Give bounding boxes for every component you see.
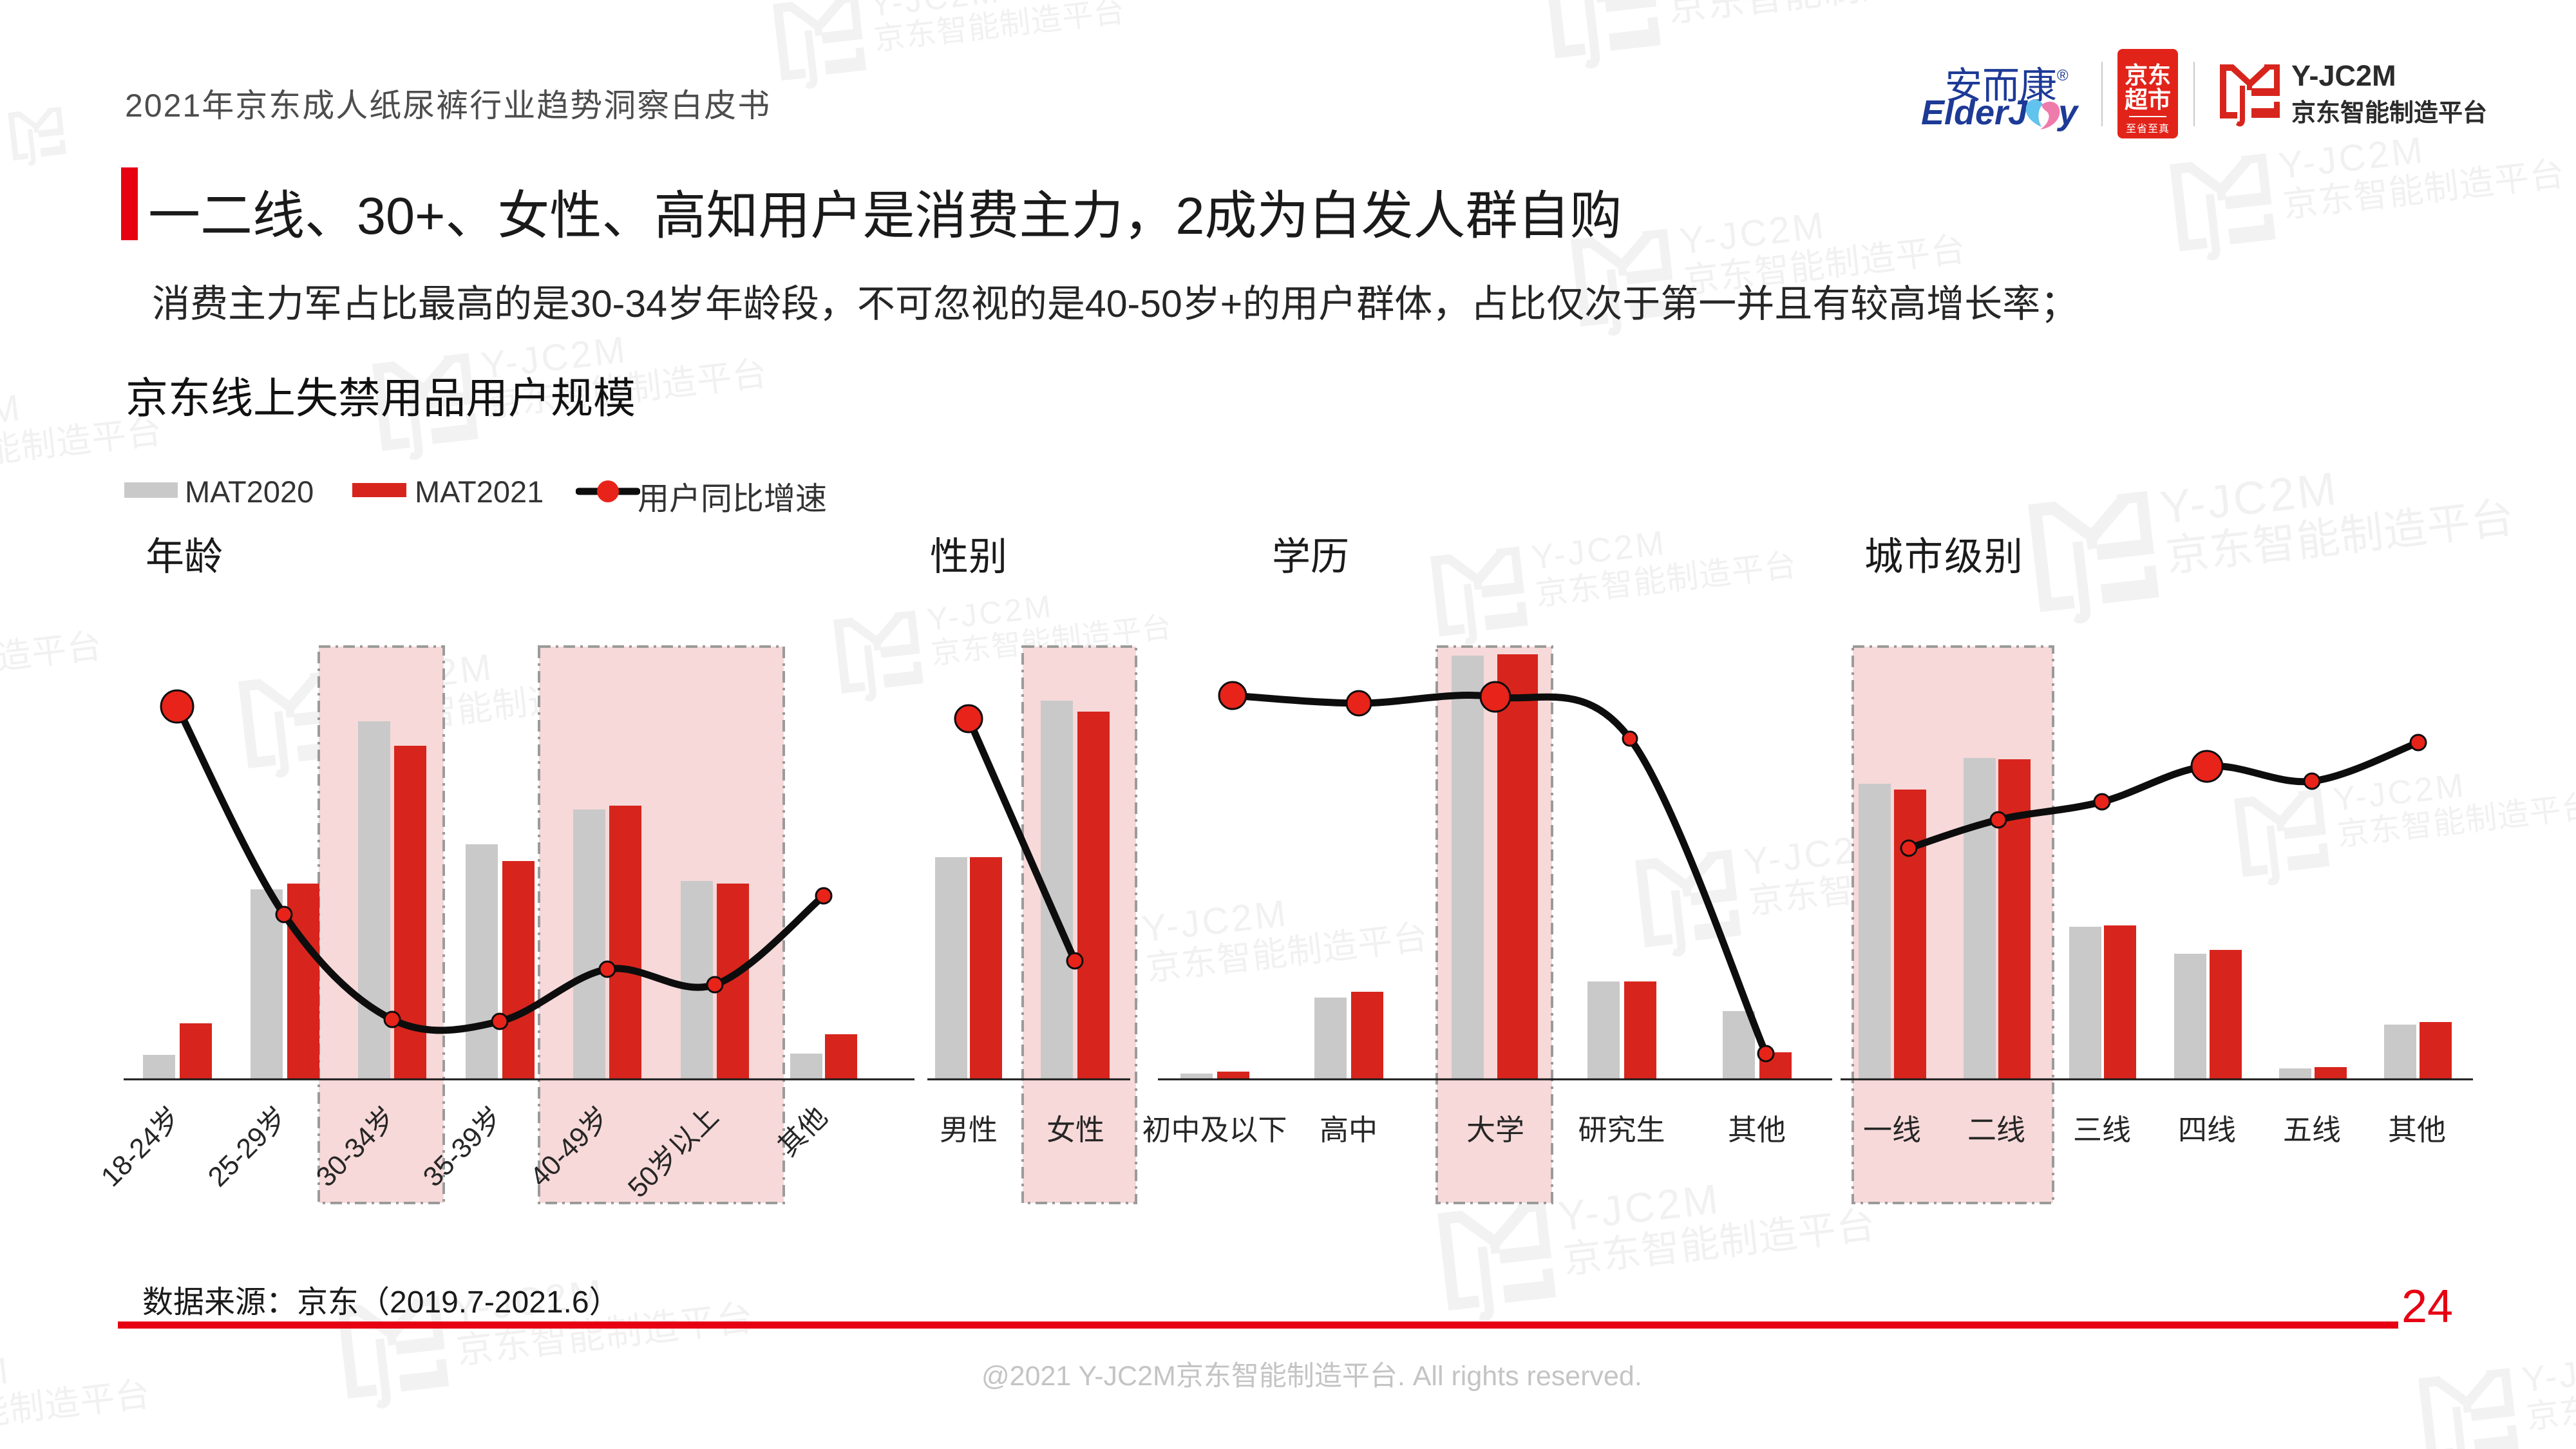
svg-text:一线: 一线 <box>1863 1113 1921 1146</box>
svg-text:三线: 三线 <box>2073 1113 2131 1146</box>
svg-text:其他: 其他 <box>1728 1113 1786 1146</box>
svg-text:初中及以下: 初中及以下 <box>1142 1113 1287 1146</box>
svg-text:其他: 其他 <box>2388 1113 2446 1146</box>
svg-text:五线: 五线 <box>2283 1113 2341 1146</box>
svg-text:大学: 大学 <box>1466 1113 1524 1146</box>
svg-text:18-24岁: 18-24岁 <box>95 1101 187 1193</box>
svg-text:研究生: 研究生 <box>1578 1113 1665 1146</box>
svg-text:男性: 男性 <box>940 1113 998 1146</box>
svg-text:四线: 四线 <box>2178 1113 2236 1146</box>
svg-text:女性: 女性 <box>1046 1113 1104 1146</box>
svg-text:25-29岁: 25-29岁 <box>202 1101 294 1193</box>
svg-text:二线: 二线 <box>1967 1113 2025 1146</box>
svg-text:高中: 高中 <box>1320 1113 1378 1146</box>
